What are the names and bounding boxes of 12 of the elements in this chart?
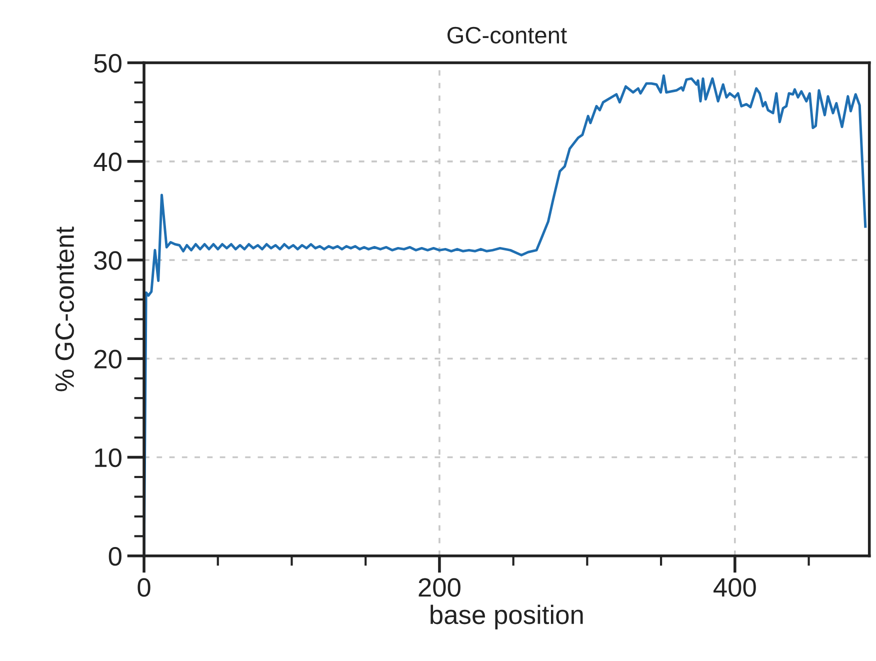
y-tick-label: 20 — [94, 350, 122, 368]
y-axis-title: % GC-content — [55, 226, 74, 392]
y-tick-label: 30 — [94, 251, 122, 270]
y-tick-label: 0 — [108, 547, 122, 566]
x-axis-title: base position — [430, 604, 583, 630]
y-tick-label: 50 — [94, 54, 122, 73]
x-tick-label: 0 — [138, 578, 150, 597]
y-tick-label: 40 — [94, 152, 122, 172]
x-tick-label: 400 — [714, 578, 756, 597]
y-tick-label: 10 — [95, 448, 122, 468]
chart-title: GC-content — [448, 26, 567, 44]
x-tick-label: 200 — [418, 578, 460, 597]
